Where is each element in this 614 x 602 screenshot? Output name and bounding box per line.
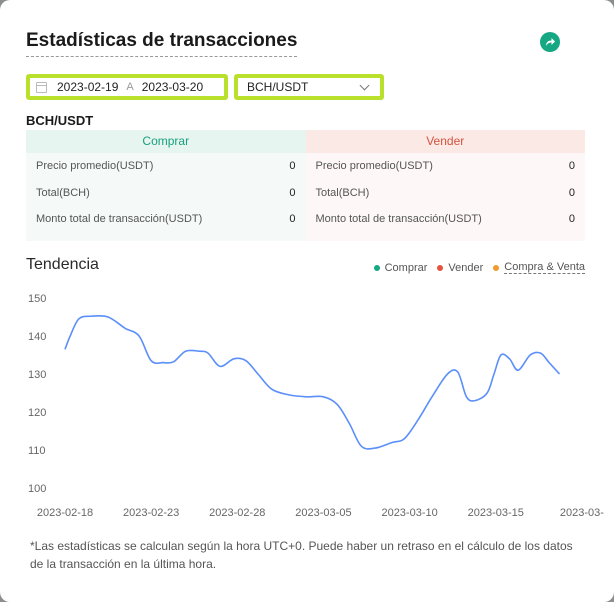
date-separator: A xyxy=(126,81,134,93)
legend-label: Vender xyxy=(448,261,484,274)
stat-label: Monto total de transacción(USDT) xyxy=(36,213,203,226)
x-tick-label: 2023-02-28 xyxy=(209,507,265,519)
sell-header: Vender xyxy=(305,130,585,153)
y-tick-label: 140 xyxy=(28,331,46,343)
y-tick-label: 130 xyxy=(28,369,46,381)
legend-item-both[interactable]: Compra & Venta xyxy=(493,261,585,274)
legend-label: Comprar xyxy=(384,261,428,274)
x-tick-label: 2023-03-15 xyxy=(468,507,524,519)
y-tick-label: 110 xyxy=(28,445,46,457)
chart-legend: Comprar Vender Compra & Venta xyxy=(373,261,585,274)
x-tick-label: 2023-02-18 xyxy=(37,507,93,519)
stat-value: 0 xyxy=(289,186,296,199)
y-tick-label: 100 xyxy=(28,483,46,495)
y-tick-label: 120 xyxy=(28,407,46,419)
stat-value: 0 xyxy=(568,160,575,173)
buy-row-avg-price: Precio promedio(USDT) 0 xyxy=(26,153,306,180)
stat-value: 0 xyxy=(289,213,296,226)
legend-dot xyxy=(437,264,444,271)
stat-label: Precio promedio(USDT) xyxy=(36,160,154,173)
trend-title: Tendencia xyxy=(26,256,99,273)
y-tick-label: 150 xyxy=(28,293,46,305)
buy-header: Comprar xyxy=(26,130,306,153)
date-from[interactable]: 2023-02-19 xyxy=(57,80,119,94)
stat-value: 0 xyxy=(289,160,296,173)
share-icon[interactable] xyxy=(540,32,560,52)
x-tick-label: 2023-03-05 xyxy=(295,507,351,519)
legend-label: Compra & Venta xyxy=(504,261,585,274)
page-title: Estadísticas de transacciones xyxy=(26,30,298,57)
sell-column: Vender Precio promedio(USDT) 0 Total(BCH… xyxy=(305,130,586,241)
x-tick-label: 2023-02-23 xyxy=(123,507,179,519)
share-arrow-icon xyxy=(546,38,555,46)
legend-item-sell[interactable]: Vender xyxy=(437,261,483,274)
x-tick-label: 2023-03- xyxy=(560,507,604,519)
legend-dot xyxy=(373,264,380,271)
x-tick-label: 2023-03-10 xyxy=(381,507,437,519)
legend-item-buy[interactable]: Comprar xyxy=(373,261,428,274)
date-to[interactable]: 2023-03-20 xyxy=(141,80,204,94)
chevron-down-icon xyxy=(359,80,370,90)
stat-label: Total(BCH) xyxy=(36,186,90,199)
calendar-icon xyxy=(36,81,47,93)
pair-heading: BCH/USDT xyxy=(26,113,94,128)
legend-dot xyxy=(493,264,500,271)
trend-chart: 100 110 120 130 140 150 2023-02-18 2023-02-23 20… xyxy=(28,293,604,519)
pair-select[interactable]: BCH/USDT xyxy=(234,74,384,100)
sell-row-avg-price: Precio promedio(USDT) 0 xyxy=(306,153,586,180)
sell-row-amount: Monto total de transacción(USDT) 0 xyxy=(306,206,586,233)
pair-select-value: BCH/USDT xyxy=(247,80,309,94)
stat-value: 0 xyxy=(568,186,575,199)
sell-row-total: Total(BCH) 0 xyxy=(306,180,586,207)
footnote: *Las estadísticas se calculan según la h… xyxy=(30,539,573,571)
stats-table: Comprar Precio promedio(USDT) 0 Total(BC… xyxy=(26,130,585,241)
series-line xyxy=(64,314,561,450)
stat-value: 0 xyxy=(568,213,575,226)
date-range-picker[interactable]: 2023-02-19 A 2023-03-20 xyxy=(26,74,228,100)
buy-row-total: Total(BCH) 0 xyxy=(26,180,306,207)
buy-row-amount: Monto total de transacción(USDT) 0 xyxy=(26,206,306,233)
buy-column: Comprar Precio promedio(USDT) 0 Total(BC… xyxy=(26,130,306,241)
stat-label: Monto total de transacción(USDT) xyxy=(315,213,482,226)
stat-label: Precio promedio(USDT) xyxy=(315,160,433,173)
stat-label: Total(BCH) xyxy=(315,186,370,199)
